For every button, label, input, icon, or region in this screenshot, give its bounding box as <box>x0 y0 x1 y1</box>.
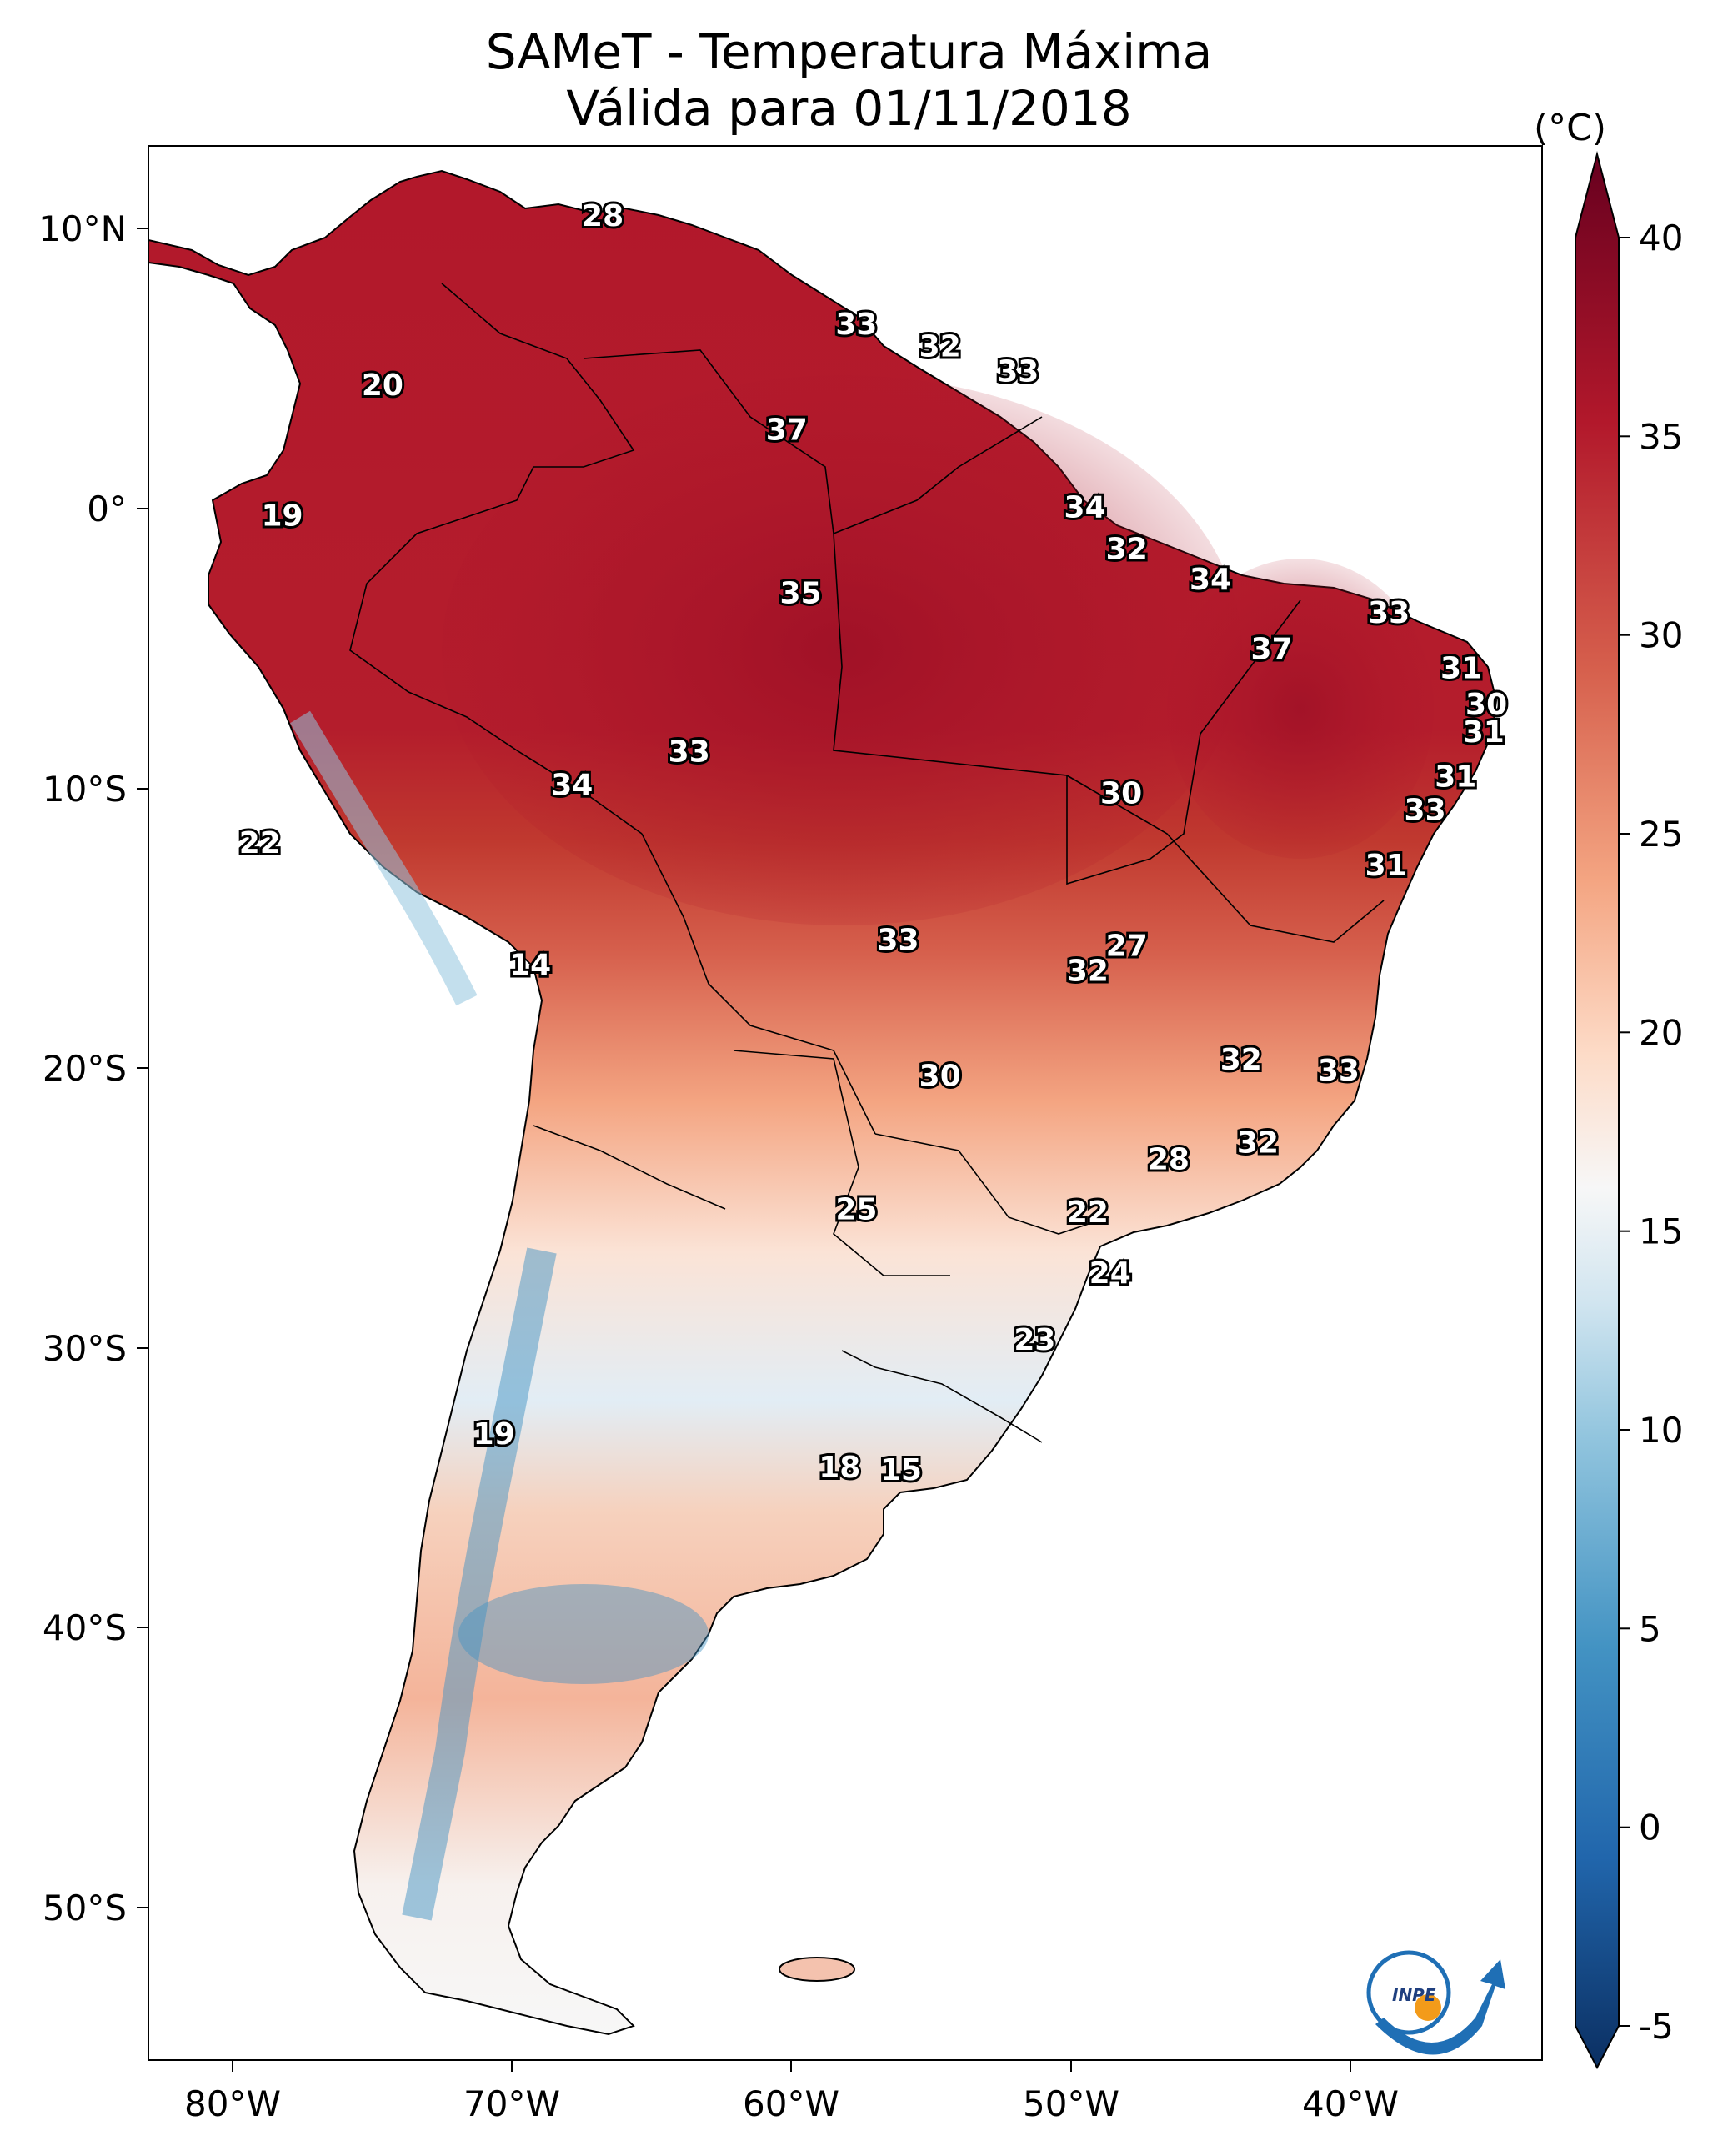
value-label-34: 24 <box>1089 1256 1131 1291</box>
map-subtitle: Válida para 01/11/2018 <box>566 80 1132 137</box>
cool-andes-peru <box>289 710 478 1006</box>
value-label-24: 33 <box>877 924 919 958</box>
value-label-17: 33 <box>1405 793 1446 827</box>
lat-label-0: 0° <box>87 489 127 529</box>
lat-label-20s: 20°S <box>43 1048 127 1089</box>
value-label-25: 27 <box>1106 929 1148 963</box>
value-label-11: 37 <box>1251 632 1293 666</box>
colorbar-tick-label-6: 10 <box>1639 1410 1683 1451</box>
value-label-37: 18 <box>819 1451 860 1485</box>
lon-label-70w: 70°W <box>463 2083 560 2124</box>
colorbar-unit: (°C) <box>1534 107 1607 149</box>
value-label-35: 23 <box>1014 1323 1055 1357</box>
lon-label-60w: 60°W <box>743 2083 839 2124</box>
value-label-22: 22 <box>239 826 281 860</box>
colorbar-tick-label-3: 25 <box>1639 814 1683 855</box>
map-area <box>148 169 1498 2036</box>
colorbar-tick-label-7: 5 <box>1639 1608 1661 1649</box>
value-label-21: 34 <box>551 768 593 802</box>
cool-andes-south <box>402 1247 557 1921</box>
value-label-28: 33 <box>1318 1054 1360 1088</box>
value-label-23: 14 <box>509 949 551 983</box>
lon-label-50w: 50°W <box>1023 2083 1119 2124</box>
map-title: SAMeT - Temperatura Máxima <box>485 23 1213 80</box>
lon-label-40w: 40°W <box>1302 2083 1399 2124</box>
value-label-0: 28 <box>582 199 624 233</box>
heat-core-northeast <box>1167 559 1434 859</box>
value-label-14: 30 <box>1465 688 1507 722</box>
axis-ticks <box>137 228 1351 2072</box>
value-label-12: 35 <box>779 577 821 611</box>
colorbar-tick-label-0: 40 <box>1639 218 1683 258</box>
value-label-30: 32 <box>1237 1126 1279 1161</box>
lon-label-80w: 80°W <box>184 2083 281 2124</box>
value-label-15: 31 <box>1463 715 1505 750</box>
value-label-20: 33 <box>669 735 710 769</box>
country-borders <box>349 283 1385 1443</box>
value-label-5: 33 <box>997 355 1039 389</box>
lat-labels: 10°N 0° 10°S 20°S 30°S 40°S 50°S <box>38 208 127 1928</box>
colorbar-ticks: 40 35 30 25 20 15 10 5 0 -5 <box>1619 218 1683 2047</box>
logo-text: INPE <box>1392 1985 1436 2005</box>
lat-label-10s: 10°S <box>43 769 127 810</box>
lat-label-30s: 30°S <box>43 1328 127 1369</box>
value-label-10: 33 <box>1368 596 1410 630</box>
value-label-38: 15 <box>880 1453 922 1487</box>
value-label-19: 30 <box>1100 776 1142 810</box>
colorbar-tick-label-2: 30 <box>1639 615 1683 656</box>
value-label-26: 32 <box>1067 954 1109 988</box>
value-label-1: 20 <box>362 369 403 403</box>
lat-label-40s: 40°S <box>43 1607 127 1648</box>
value-label-13: 31 <box>1440 652 1482 686</box>
lat-label-50s: 50°S <box>43 1888 127 1928</box>
value-label-6: 37 <box>766 413 808 447</box>
falkland-islands <box>779 1957 855 1982</box>
heat-core-amazon <box>442 375 1242 925</box>
logo-arrow <box>1375 1959 1505 2055</box>
value-label-3: 33 <box>835 308 877 342</box>
colorbar-tick-label-1: 35 <box>1639 416 1683 457</box>
lat-label-10n: 10°N <box>38 208 127 249</box>
colorbar-tick-label-5: 15 <box>1639 1211 1683 1252</box>
value-label-9: 34 <box>1190 563 1231 597</box>
station-value-labels: 2820193332333734323433373531303131333130… <box>237 197 1510 1490</box>
value-label-29: 30 <box>919 1060 961 1094</box>
colorbar-tick-label-4: 20 <box>1639 1012 1683 1053</box>
value-label-31: 28 <box>1148 1143 1190 1177</box>
value-label-7: 34 <box>1064 491 1106 525</box>
value-label-36: 19 <box>473 1417 515 1452</box>
value-label-4: 32 <box>919 330 961 364</box>
value-label-16: 31 <box>1435 760 1476 794</box>
colorbar-bar <box>1575 151 1620 2070</box>
value-label-32: 25 <box>835 1192 877 1226</box>
colorbar: 40 35 30 25 20 15 10 5 0 -5 <box>1575 151 1683 2070</box>
cool-patagonia <box>458 1584 709 1684</box>
value-label-2: 19 <box>261 499 303 534</box>
colorbar-tick-label-8: 0 <box>1639 1808 1661 1848</box>
value-label-18: 31 <box>1365 849 1407 883</box>
lon-labels: 80°W 70°W 60°W 50°W 40°W <box>184 2083 1399 2124</box>
value-label-33: 22 <box>1067 1196 1109 1230</box>
inpe-logo: INPE <box>1366 1950 1505 2055</box>
colorbar-tick-label-9: -5 <box>1639 2006 1674 2047</box>
logo-sun <box>1415 1994 1441 2021</box>
value-label-8: 32 <box>1106 533 1148 567</box>
value-label-27: 32 <box>1220 1043 1262 1077</box>
